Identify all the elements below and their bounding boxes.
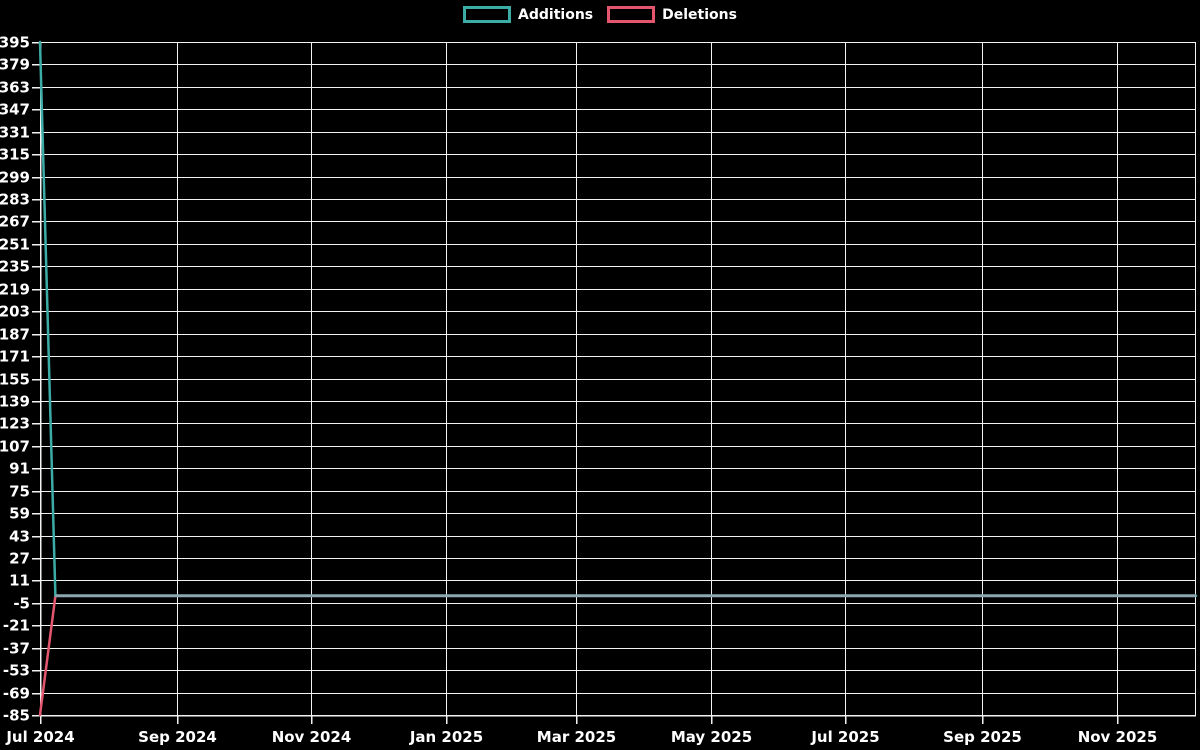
y-tick-label: 139 bbox=[0, 393, 30, 411]
y-tick-label: -85 bbox=[3, 707, 30, 725]
y-tick-label: 315 bbox=[0, 146, 30, 164]
x-tick-label: Sep 2024 bbox=[138, 728, 217, 746]
x-tick-label: Mar 2025 bbox=[537, 728, 616, 746]
legend-item-additions[interactable]: Additions bbox=[463, 6, 593, 23]
y-tick-label: 59 bbox=[9, 505, 30, 523]
x-tick-label: Nov 2025 bbox=[1078, 728, 1158, 746]
y-tick-label: -53 bbox=[3, 662, 30, 680]
y-tick-label: 235 bbox=[0, 258, 30, 276]
legend-item-deletions[interactable]: Deletions bbox=[607, 6, 737, 23]
y-tick-label: 379 bbox=[0, 56, 30, 74]
y-tick-label: 203 bbox=[0, 303, 30, 321]
y-tick-label: 347 bbox=[0, 101, 30, 119]
y-tick-label: 91 bbox=[9, 460, 30, 478]
x-tick-label: Jan 2025 bbox=[409, 728, 483, 746]
y-tick-label: 283 bbox=[0, 191, 30, 209]
additions-swatch-icon bbox=[463, 6, 512, 23]
y-tick-label: 27 bbox=[9, 550, 30, 568]
y-tick-label: 395 bbox=[0, 34, 30, 52]
y-tick-label: 123 bbox=[0, 415, 30, 433]
y-tick-label: -69 bbox=[3, 685, 30, 703]
x-tick-label: Nov 2024 bbox=[272, 728, 352, 746]
y-tick-label: 171 bbox=[0, 348, 30, 366]
x-tick-label: Sep 2025 bbox=[943, 728, 1022, 746]
y-tick-label: 331 bbox=[0, 124, 30, 142]
y-tick-label: 251 bbox=[0, 236, 30, 254]
y-tick-label: -5 bbox=[13, 595, 30, 613]
y-tick-label: -21 bbox=[3, 617, 30, 635]
y-tick-label: 363 bbox=[0, 79, 30, 97]
y-tick-label: 219 bbox=[0, 281, 30, 299]
x-tick-label: May 2025 bbox=[671, 728, 752, 746]
y-tick-label: 75 bbox=[9, 483, 30, 501]
deletions-swatch-icon bbox=[607, 6, 656, 23]
chart-legend: Additions Deletions bbox=[0, 6, 1200, 23]
y-tick-label: 43 bbox=[9, 528, 30, 546]
legend-label-deletions: Deletions bbox=[662, 6, 737, 23]
y-tick-label: 107 bbox=[0, 438, 30, 456]
y-tick-label: 187 bbox=[0, 326, 30, 344]
y-tick-label: 11 bbox=[9, 572, 30, 590]
deletions-line bbox=[38, 594, 1198, 717]
y-tick-label: -37 bbox=[3, 640, 30, 658]
x-tick-label: Jul 2025 bbox=[810, 728, 879, 746]
y-tick-label: 299 bbox=[0, 169, 30, 187]
additions-line bbox=[38, 40, 1198, 598]
y-tick-label: 267 bbox=[0, 213, 30, 231]
x-tick-label: Jul 2024 bbox=[5, 728, 74, 746]
y-tick-label: 155 bbox=[0, 371, 30, 389]
legend-label-additions: Additions bbox=[518, 6, 594, 23]
